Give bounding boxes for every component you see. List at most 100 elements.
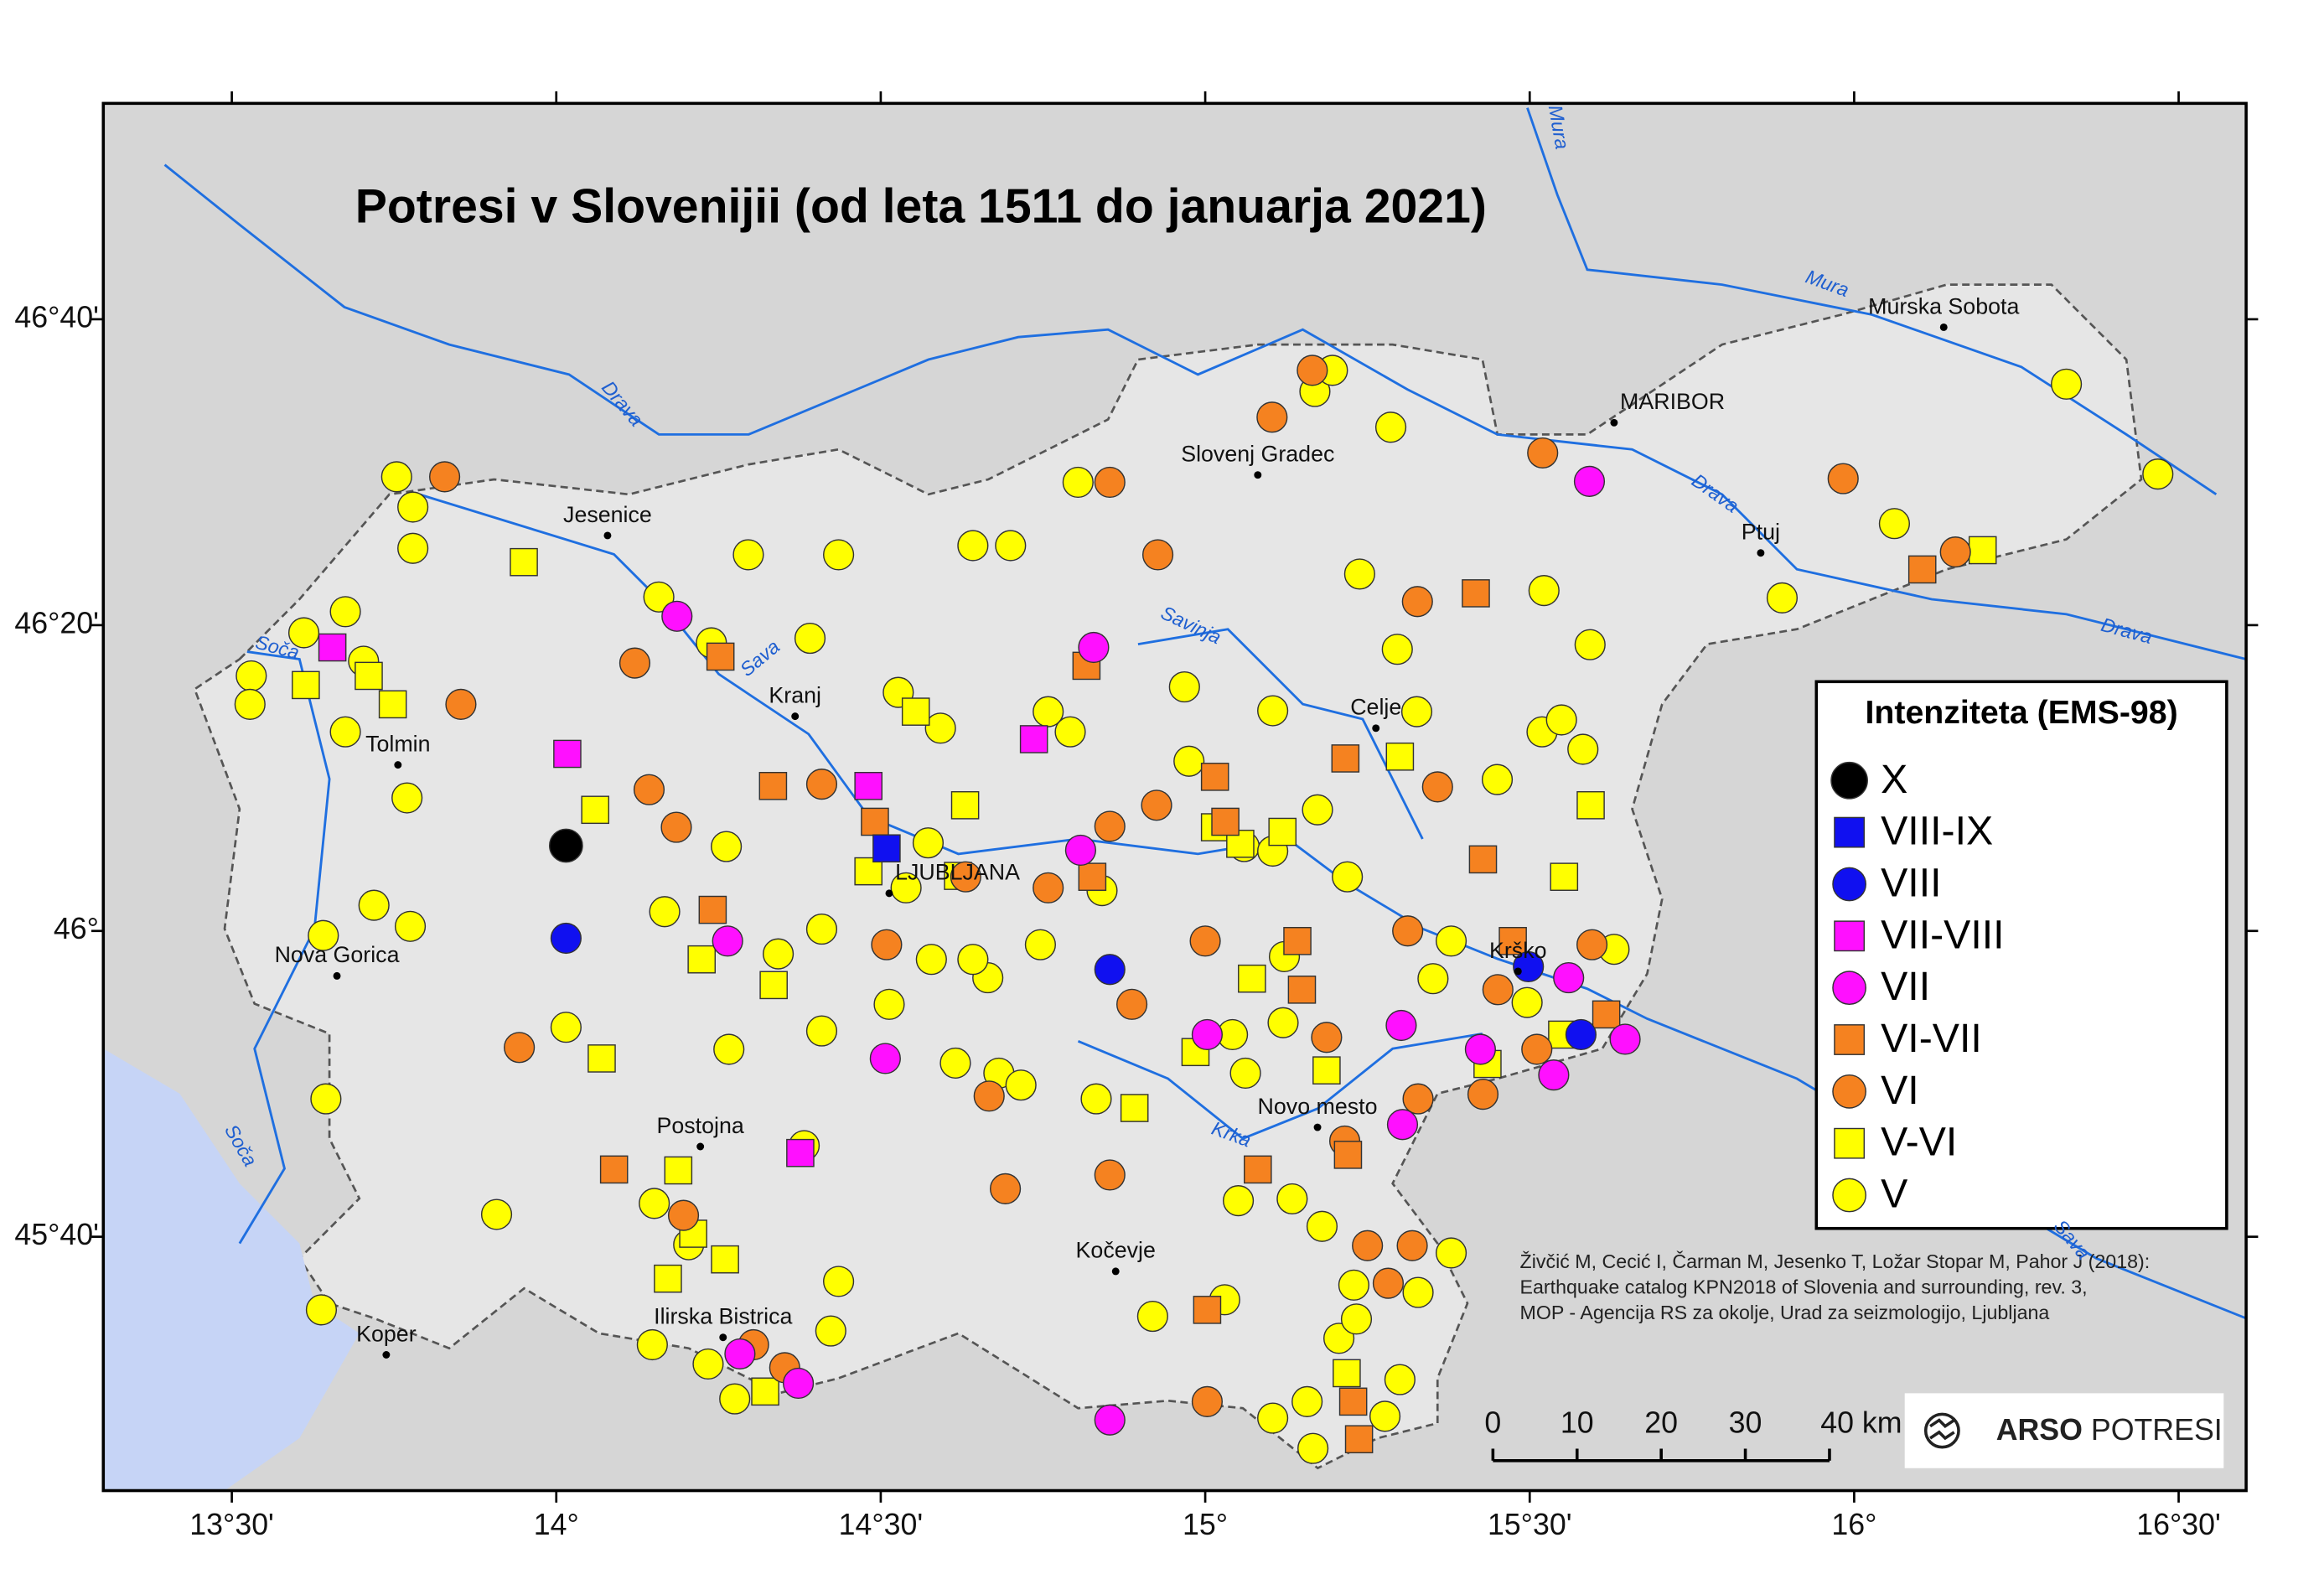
- legend-label: VII-VIII: [1881, 912, 2004, 957]
- quake-square: [1385, 742, 1415, 771]
- quake-circle: [1116, 988, 1148, 1020]
- quake-circle: [1576, 929, 1608, 960]
- quake-square: [1283, 927, 1312, 955]
- quake-circle: [912, 827, 945, 859]
- citation-line: Živčić M, Cecić I, Čarman M, Jesenko T, …: [1520, 1250, 2151, 1272]
- quake-circle: [1291, 1385, 1323, 1417]
- quake-square: [861, 807, 889, 836]
- sea: [103, 1048, 360, 1491]
- citation-line: MOP - Agencija RS za okolje, Urad za sei…: [1520, 1302, 2050, 1323]
- quake-circle: [636, 1328, 668, 1361]
- city-label: Celje: [1350, 695, 1401, 720]
- city-dot: [1313, 1123, 1322, 1131]
- quake-square: [1211, 807, 1240, 836]
- quake-circle: [1080, 1083, 1112, 1115]
- quake-circle: [310, 1083, 342, 1115]
- x-tick-label: 13°30': [189, 1508, 274, 1541]
- y-tick-label: 46°: [54, 912, 99, 945]
- quake-circle: [550, 1012, 582, 1043]
- quake-circle: [924, 712, 956, 744]
- quake-circle: [1078, 631, 1110, 664]
- legend-symbol: [1834, 920, 1866, 952]
- logo-rest: POTRESI: [2091, 1413, 2223, 1447]
- city-label: Postojna: [657, 1113, 744, 1138]
- quake-circle: [873, 988, 905, 1020]
- quake-circle: [667, 1199, 700, 1231]
- city-dot: [1372, 724, 1380, 733]
- city-label: MARIBOR: [1620, 389, 1725, 414]
- quake-square: [510, 547, 538, 577]
- quake-circle: [973, 1080, 1005, 1112]
- quake-circle: [633, 774, 665, 805]
- quake-circle: [1311, 1022, 1343, 1054]
- legend-symbol: [1834, 816, 1866, 848]
- quake-square: [751, 1377, 779, 1406]
- quake-circle: [1191, 1018, 1223, 1051]
- quake-circle: [950, 861, 981, 893]
- city-dot: [696, 1142, 705, 1151]
- quake-square: [698, 895, 727, 924]
- x-tick-label: 14°: [534, 1508, 579, 1541]
- legend-symbol: [1834, 1024, 1866, 1055]
- quake-circle: [1297, 1432, 1329, 1464]
- quake-circle: [1521, 1033, 1553, 1065]
- quake-circle: [1565, 1018, 1597, 1051]
- quake-circle: [1168, 670, 1200, 703]
- quake-circle: [782, 1367, 815, 1400]
- quake-circle: [1189, 925, 1221, 957]
- quake-circle: [1256, 401, 1288, 433]
- quake-circle: [1306, 1210, 1338, 1242]
- earthquake-marks: [234, 355, 2174, 1464]
- quake-circle: [661, 600, 693, 632]
- quake-square: [1312, 1056, 1341, 1085]
- scale-label: 20: [1644, 1406, 1678, 1439]
- quake-square: [1331, 744, 1360, 773]
- quake-circle: [713, 1033, 745, 1065]
- quake-circle: [1267, 1007, 1299, 1038]
- quake-circle: [1276, 1183, 1308, 1215]
- quake-circle: [2051, 368, 2083, 400]
- river: [1526, 107, 2218, 496]
- quake-circle: [639, 1188, 670, 1219]
- scale-label: 0: [1484, 1406, 1501, 1439]
- quake-circle: [712, 925, 743, 957]
- quake-circle: [1511, 986, 1543, 1018]
- city-label: Slovenj Gradec: [1181, 442, 1334, 467]
- quake-square: [355, 661, 383, 691]
- quake-square: [1338, 1387, 1368, 1416]
- quake-square: [711, 1245, 739, 1274]
- quake-square: [758, 771, 788, 800]
- quake-square: [706, 642, 735, 671]
- quake-circle: [1094, 1159, 1126, 1191]
- quake-circle: [1396, 1230, 1428, 1261]
- city-dot: [1757, 549, 1765, 557]
- quake-square: [664, 1156, 693, 1185]
- legend-symbol: [1832, 1178, 1866, 1213]
- quake-circle: [1222, 1185, 1255, 1217]
- legend-label: VIII-IX: [1881, 809, 1993, 854]
- quake-circle: [234, 688, 266, 720]
- quake-square: [553, 739, 582, 769]
- quake-circle: [329, 596, 361, 628]
- map-title: Potresi v Slovenijii (od leta 1511 do ja…: [355, 179, 1487, 233]
- quake-square: [1193, 1296, 1222, 1324]
- quake-square: [378, 690, 407, 719]
- quake-circle: [305, 1294, 338, 1326]
- quake-circle: [1372, 1267, 1405, 1299]
- quake-circle: [380, 461, 412, 493]
- quake-circle: [1417, 963, 1449, 995]
- x-tick-label: 16°30': [2136, 1508, 2221, 1541]
- quake-circle: [1191, 1385, 1223, 1417]
- quake-circle: [1392, 915, 1424, 947]
- quake-circle: [1609, 1023, 1641, 1055]
- scale-label: 40 km: [1820, 1406, 1902, 1439]
- city-dot: [394, 761, 402, 769]
- logo-text: ARSO POTRESI: [1996, 1413, 2223, 1447]
- city-label: Murska Sobota: [1868, 293, 2019, 318]
- quake-square: [1498, 927, 1527, 955]
- quake-circle: [724, 1338, 756, 1370]
- legend-label: VI-VII: [1881, 1016, 1982, 1061]
- quake-circle: [1527, 437, 1559, 469]
- logo-bold: ARSO: [1996, 1413, 2083, 1447]
- quake-circle: [287, 617, 320, 649]
